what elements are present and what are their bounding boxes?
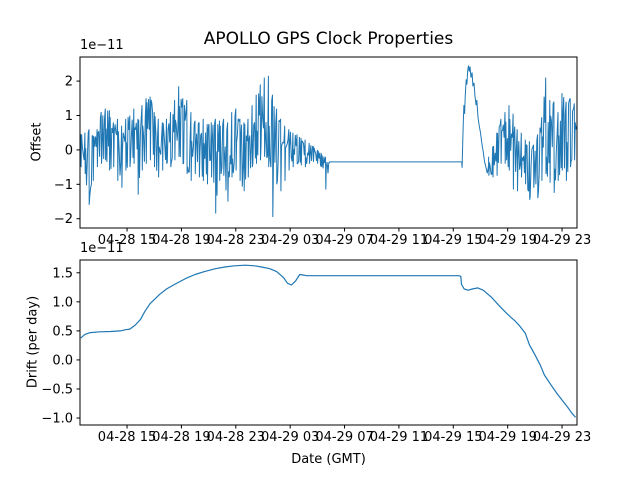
svg-text:04-29 15: 04-29 15 (424, 430, 482, 445)
svg-text:1.5: 1.5 (52, 266, 73, 281)
svg-text:04-28 19: 04-28 19 (152, 233, 210, 248)
svg-text:04-29 23: 04-29 23 (533, 233, 591, 248)
svg-text:04-29 11: 04-29 11 (370, 430, 428, 445)
svg-text:−1: −1 (54, 178, 73, 193)
svg-text:04-28 23: 04-28 23 (207, 430, 265, 445)
svg-text:04-28 19: 04-28 19 (152, 430, 210, 445)
svg-text:04-29 23: 04-29 23 (533, 430, 591, 445)
x-axis-label: Date (GMT) (291, 452, 366, 467)
svg-text:04-29 07: 04-29 07 (315, 430, 373, 445)
offset-scale-factor-bottom: 1e−11 (80, 241, 124, 256)
svg-text:04-29 15: 04-29 15 (424, 233, 482, 248)
svg-text:04-29 19: 04-29 19 (478, 233, 536, 248)
svg-text:2: 2 (65, 75, 73, 90)
svg-text:−2: −2 (54, 212, 73, 227)
offset-scale-factor-top: 1e−11 (80, 38, 124, 53)
svg-text:04-29 11: 04-29 11 (370, 233, 428, 248)
svg-text:04-28 15: 04-28 15 (98, 233, 156, 248)
svg-text:−0.5: −0.5 (41, 382, 73, 397)
svg-text:04-29 03: 04-29 03 (261, 233, 319, 248)
svg-text:04-29 03: 04-29 03 (261, 430, 319, 445)
svg-text:04-28 23: 04-28 23 (207, 233, 265, 248)
svg-text:0.0: 0.0 (52, 353, 73, 368)
svg-text:0: 0 (65, 143, 73, 158)
chart-title: APOLLO GPS Clock Properties (203, 29, 454, 49)
svg-text:−1.0: −1.0 (41, 412, 73, 427)
svg-text:04-29 07: 04-29 07 (315, 233, 373, 248)
svg-text:04-29 19: 04-29 19 (478, 430, 536, 445)
svg-text:1: 1 (65, 109, 73, 124)
svg-text:0.5: 0.5 (52, 324, 73, 339)
svg-text:04-28 15: 04-28 15 (98, 430, 156, 445)
svg-text:1.0: 1.0 (52, 295, 73, 310)
